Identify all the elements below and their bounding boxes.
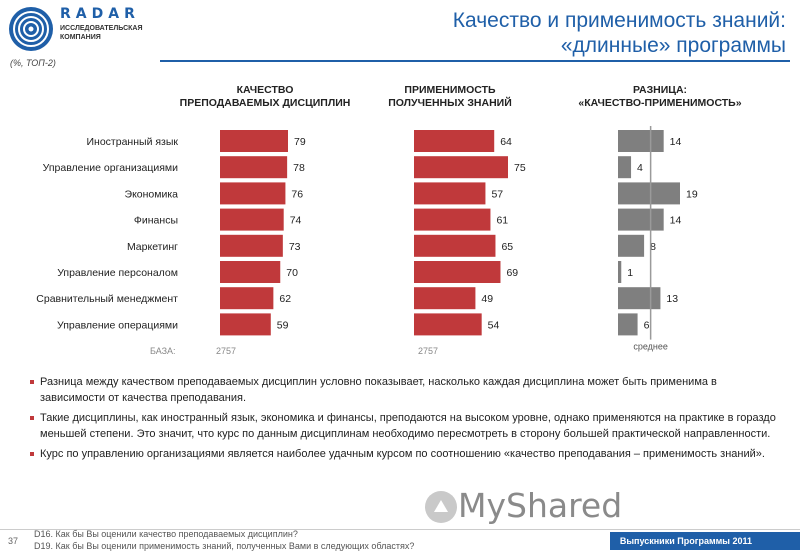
category-label: Управление персоналом <box>57 267 178 279</box>
applicability-value-label: 49 <box>481 293 493 305</box>
quality-bar <box>220 234 283 257</box>
difference-value-label: 8 <box>650 241 656 253</box>
quality-value-label: 74 <box>290 215 302 227</box>
base-value-quality: 2757 <box>216 346 237 356</box>
quality-value-label: 76 <box>291 188 303 200</box>
applicability-value-label: 57 <box>491 188 503 200</box>
applicability-value-label: 65 <box>501 241 513 253</box>
difference-value-label: 4 <box>637 162 643 174</box>
footer-program-bar: Выпускники Программы 2011 <box>610 532 800 550</box>
applicability-bar <box>414 313 482 336</box>
quality-bar <box>220 287 274 310</box>
applicability-bar <box>414 130 495 152</box>
myshared-logo-icon <box>425 491 457 523</box>
applicability-bar <box>414 261 501 283</box>
radar-logo-icon <box>9 7 53 51</box>
brand-subtitle-line2: КОМПАНИЯ <box>60 34 101 41</box>
applicability-value-label: 61 <box>496 215 508 227</box>
page-title: Качество и применимость знаний: «длинные… <box>453 8 786 58</box>
category-label: Финансы <box>134 215 178 227</box>
column-header-applicability-line2: ПОЛУЧЕННЫХ ЗНАНИЙ <box>388 97 512 109</box>
difference-value-label: 6 <box>644 319 650 331</box>
column-header-applicability: ПРИМЕНИМОСТЬ ПОЛУЧЕННЫХ ЗНАНИЙ <box>370 84 530 110</box>
column-header-difference-line1: РАЗНИЦА: <box>632 84 688 96</box>
bar-chart: Иностранный язык Управление организациями… <box>36 126 698 352</box>
bullet-item: Курс по управлению организациями являетс… <box>30 446 780 462</box>
page-number: 37 <box>8 536 19 546</box>
category-label: Иностранный язык <box>87 136 179 148</box>
brand-subtitle: ИССЛЕДОВАТЕЛЬСКАЯ КОМПАНИЯ <box>60 24 143 42</box>
page-title-line1: Качество и применимость знаний: <box>452 9 786 32</box>
quality-bar <box>220 156 288 179</box>
question-note-2: D19. Как бы Вы оценили применимость знан… <box>34 541 415 551</box>
difference-value-label: 14 <box>670 136 682 148</box>
difference-bar <box>618 182 680 205</box>
category-label: Маркетинг <box>127 241 178 253</box>
difference-value-label: 14 <box>670 215 682 227</box>
difference-bar <box>618 261 622 283</box>
difference-bar <box>618 130 664 152</box>
page-title-line2: «длинные» программы <box>560 34 786 57</box>
applicability-bar <box>414 234 496 257</box>
bullet-item: Разница между качеством преподаваемых ди… <box>30 374 780 406</box>
quality-bar <box>220 182 286 205</box>
bullet-item: Такие дисциплины, как иностранный язык, … <box>30 410 780 442</box>
quality-value-label: 62 <box>279 293 291 305</box>
title-divider <box>160 60 790 62</box>
average-label: среднее <box>633 342 668 352</box>
brand-subtitle-line1: ИССЛЕДОВАТЕЛЬСКАЯ <box>60 25 143 32</box>
base-value-applicability: 2757 <box>418 346 439 356</box>
category-label: Управление операциями <box>57 319 178 331</box>
applicability-bar <box>414 287 476 310</box>
quality-bar <box>220 208 284 231</box>
quality-bar <box>220 313 271 336</box>
applicability-value-label: 69 <box>506 267 518 279</box>
category-label: Экономика <box>125 188 179 200</box>
category-label: Управление организациями <box>43 162 179 174</box>
column-header-quality-line1: КАЧЕСТВО <box>236 84 294 96</box>
applicability-bar <box>414 182 486 205</box>
column-header-applicability-line1: ПРИМЕНИМОСТЬ <box>404 84 496 96</box>
column-header-difference: РАЗНИЦА: «КАЧЕСТВО-ПРИМЕНИМОСТЬ» <box>560 84 760 110</box>
quality-value-label: 79 <box>294 136 306 148</box>
unit-note: (%, ТОП-2) <box>10 58 56 68</box>
difference-value-label: 13 <box>666 293 678 305</box>
difference-value-label: 19 <box>686 188 698 200</box>
column-header-quality-line2: ПРЕПОДАВАЕМЫХ ДИСЦИПЛИН <box>179 97 351 109</box>
footer-divider <box>0 529 800 530</box>
quality-bar <box>220 261 281 283</box>
base-label: БАЗА: <box>150 346 176 356</box>
applicability-value-label: 75 <box>514 162 526 174</box>
brand-block: RADAR ИССЛЕДОВАТЕЛЬСКАЯ КОМПАНИЯ <box>60 6 143 42</box>
difference-value-label: 1 <box>627 267 633 279</box>
applicability-bar <box>414 156 508 179</box>
category-label: Сравнительный менеджмент <box>36 293 178 305</box>
insight-bullets: Разница между качеством преподаваемых ди… <box>30 374 780 466</box>
difference-bar <box>618 156 632 179</box>
applicability-value-label: 54 <box>488 319 500 331</box>
brand-name: RADAR <box>60 6 140 22</box>
quality-value-label: 78 <box>293 162 305 174</box>
applicability-value-label: 64 <box>500 136 512 148</box>
difference-bar <box>618 208 664 231</box>
quality-value-label: 70 <box>286 267 298 279</box>
column-header-difference-line2: «КАЧЕСТВО-ПРИМЕНИМОСТЬ» <box>578 97 742 109</box>
quality-bar <box>220 130 288 152</box>
quality-value-label: 59 <box>277 319 289 331</box>
quality-value-label: 73 <box>289 241 301 253</box>
applicability-bar <box>414 208 491 231</box>
column-header-quality: КАЧЕСТВО ПРЕПОДАВАЕМЫХ ДИСЦИПЛИН <box>170 84 360 110</box>
difference-bar <box>618 287 661 310</box>
question-notes: D16. Как бы Вы оценили качество преподав… <box>34 528 414 552</box>
difference-bar <box>618 234 645 257</box>
question-note-1: D16. Как бы Вы оценили качество преподав… <box>34 529 298 539</box>
difference-bar <box>618 313 638 336</box>
watermark-text: MyShared <box>458 486 623 525</box>
footer: 37 D16. Как бы Вы оценили качество препо… <box>0 520 800 554</box>
